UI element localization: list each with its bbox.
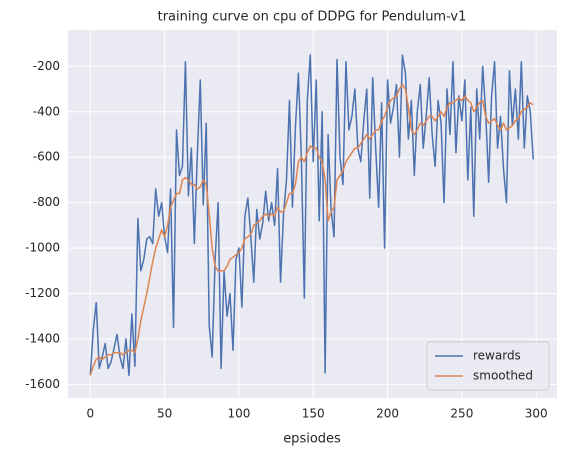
y-tick-label: -200 [33,59,60,73]
x-tick-label: 200 [376,407,399,421]
chart-title: training curve on cpu of DDPG for Pendul… [158,10,467,25]
legend-label: smoothed [473,369,533,383]
line-series [89,83,534,376]
x-tick-label: 150 [302,407,325,421]
y-tick-label: -1000 [25,241,60,255]
x-tick-label: 0 [86,407,94,421]
x-tick-label: 300 [525,407,548,421]
y-tick-label: -600 [33,150,60,164]
legend-label: rewards [473,349,521,363]
y-tick-label: -400 [33,104,60,118]
y-tick-label: -1200 [25,286,60,300]
y-tick-label: -1400 [25,331,60,345]
line-series [89,54,534,377]
x-tick-label: 100 [227,407,250,421]
legend-box [426,341,550,391]
x-tick-label: 50 [157,407,172,421]
x-axis-label: epsiodes [283,432,341,447]
y-tick-label: -800 [33,195,60,209]
x-tick-label: 250 [450,407,473,421]
plot-area [68,30,557,398]
y-tick-label: -1600 [25,377,60,391]
